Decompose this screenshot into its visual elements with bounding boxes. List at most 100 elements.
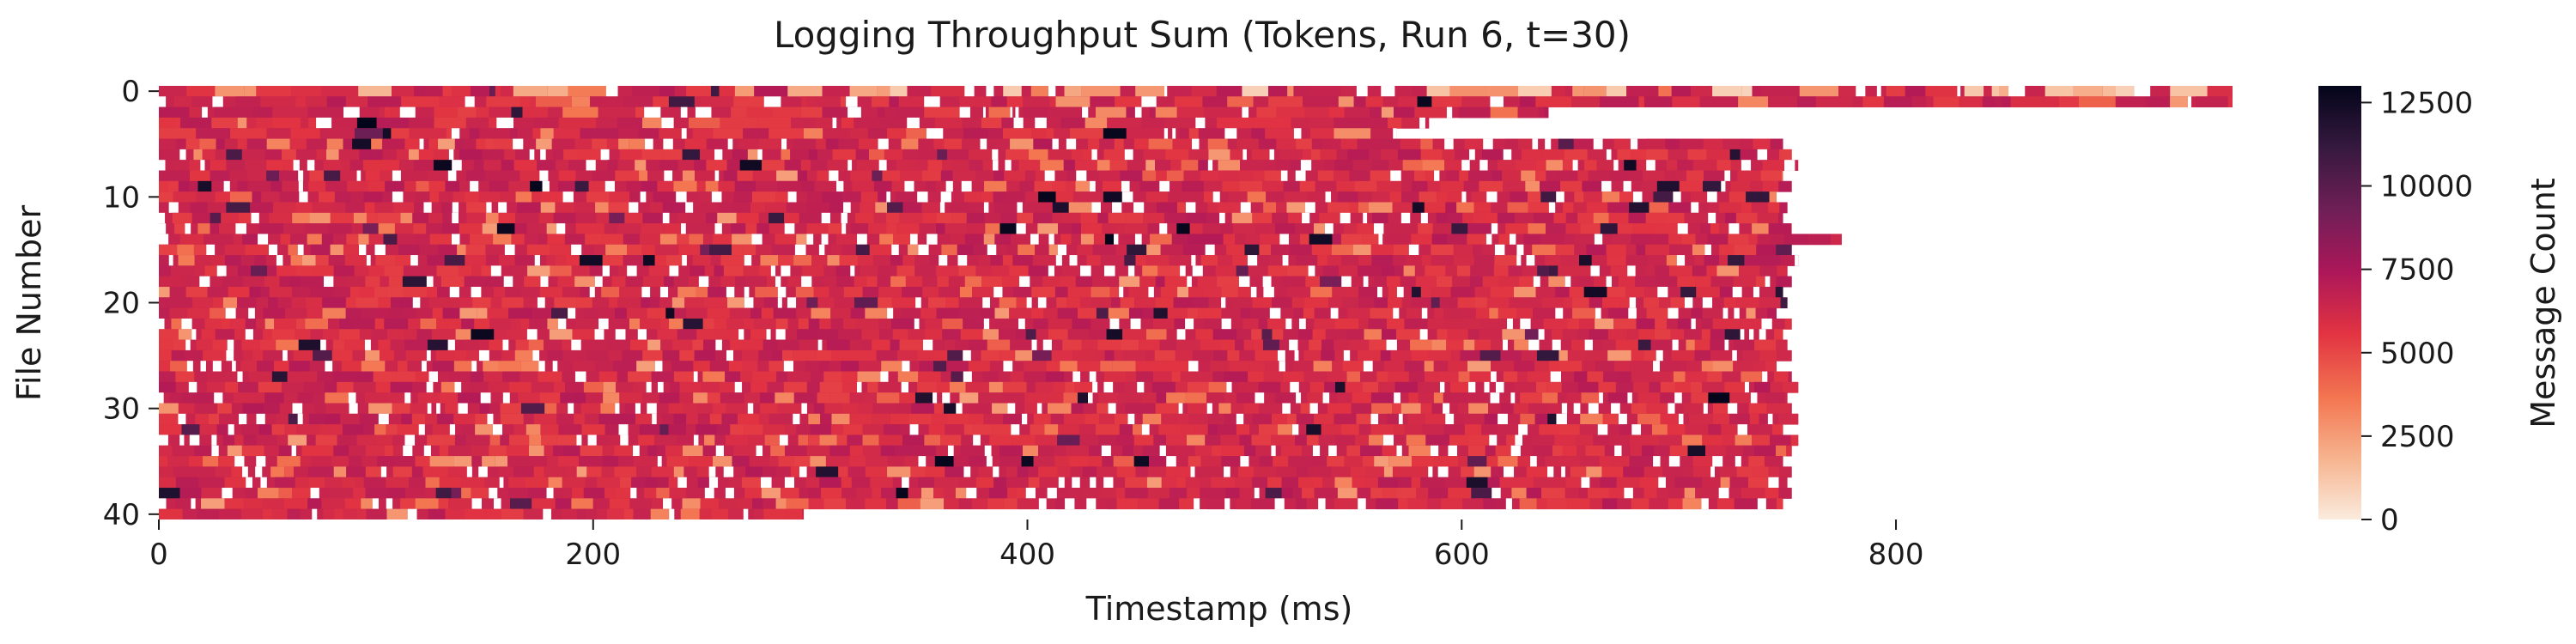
heatmap-cell	[1649, 202, 1669, 214]
heatmap-cell	[415, 456, 430, 467]
heatmap-cell	[1165, 149, 1189, 161]
heatmap-cell	[328, 318, 340, 330]
heatmap-cell	[345, 202, 365, 214]
heatmap-cell	[500, 434, 509, 447]
heatmap-cell	[199, 276, 210, 288]
heatmap-cell	[832, 117, 837, 129]
heatmap-cell	[625, 276, 644, 288]
heatmap-cell	[522, 106, 549, 118]
heatmap-cell	[1431, 244, 1454, 256]
heatmap-cell	[1075, 180, 1091, 192]
heatmap-cell	[200, 160, 205, 171]
heatmap-cell	[1169, 255, 1192, 266]
heatmap-cell	[717, 212, 737, 224]
heatmap-cell	[288, 434, 307, 447]
heatmap-cell	[159, 498, 167, 510]
heatmap-cell	[1691, 202, 1699, 214]
heatmap-cell	[465, 202, 487, 214]
heatmap-cell	[361, 361, 386, 372]
heatmap-cell	[1534, 413, 1548, 425]
heatmap-cell	[551, 138, 575, 150]
heatmap-cell	[437, 287, 450, 298]
heatmap-cell	[642, 392, 659, 404]
heatmap-cell	[1733, 339, 1755, 351]
heatmap-cell	[411, 381, 427, 393]
heatmap-cell	[860, 202, 876, 214]
heatmap-cell	[474, 318, 490, 330]
heatmap-cell	[707, 392, 720, 404]
heatmap-cell	[1066, 170, 1077, 182]
heatmap-cell	[633, 445, 640, 457]
heatmap-cell	[896, 349, 918, 361]
heatmap-cell	[303, 381, 325, 393]
heatmap-cell	[1728, 191, 1747, 203]
heatmap-cell	[748, 434, 765, 447]
heatmap-cell	[986, 456, 993, 467]
heatmap-cell	[426, 287, 438, 298]
heatmap-cell	[1108, 276, 1120, 288]
heatmap-cell	[982, 329, 999, 341]
heatmap-cell	[614, 466, 637, 478]
heatmap-cell	[407, 361, 422, 372]
heatmap-cell	[1266, 191, 1285, 203]
heatmap-cell	[1271, 434, 1295, 447]
heatmap-cell	[544, 403, 557, 415]
heatmap-cell	[1654, 445, 1670, 457]
heatmap-cell	[989, 434, 1012, 447]
heatmap-cell	[619, 287, 642, 298]
heatmap-cell	[372, 498, 379, 510]
heatmap-cell	[605, 488, 616, 499]
heatmap-cell	[741, 349, 759, 361]
heatmap-cell	[533, 466, 544, 478]
heatmap-cell	[1290, 160, 1301, 171]
heatmap-cell	[1464, 424, 1482, 435]
heatmap-cell	[944, 339, 955, 351]
heatmap-cell	[245, 329, 253, 341]
heatmap-cell	[609, 498, 630, 510]
heatmap-cell	[1750, 392, 1758, 404]
heatmap-cell	[607, 160, 618, 171]
heatmap-cell	[540, 128, 554, 139]
heatmap-cell	[775, 466, 791, 478]
heatmap-cell	[1127, 160, 1146, 171]
heatmap-cell	[1617, 149, 1631, 161]
heatmap-cell	[355, 297, 379, 309]
heatmap-cell	[810, 424, 832, 435]
heatmap-cell	[708, 466, 716, 478]
heatmap-cell	[981, 349, 1000, 361]
heatmap-cell	[1564, 234, 1574, 246]
heatmap-cell	[795, 287, 814, 298]
heatmap-cell	[1306, 424, 1321, 435]
heatmap-cell	[793, 392, 817, 404]
heatmap-cell	[1104, 234, 1115, 246]
heatmap-cell	[647, 403, 657, 415]
heatmap-cell	[839, 255, 858, 266]
heatmap-cell	[982, 160, 993, 171]
heatmap-cell	[532, 191, 541, 203]
heatmap-cell	[210, 212, 222, 224]
heatmap-cell	[841, 477, 852, 489]
heatmap-cell	[1708, 392, 1730, 404]
heatmap-cell	[1360, 445, 1382, 457]
heatmap-cell	[1668, 498, 1683, 510]
heatmap-cell	[877, 86, 890, 97]
heatmap-cell	[1617, 223, 1633, 234]
heatmap-cell	[600, 149, 610, 161]
heatmap-cell	[1446, 339, 1464, 351]
heatmap-cell	[1224, 371, 1249, 383]
heatmap-cell	[1371, 403, 1392, 415]
heatmap-cell	[797, 329, 819, 341]
heatmap-cell	[1589, 297, 1602, 309]
heatmap-cell	[1443, 403, 1450, 415]
heatmap-cell	[1628, 307, 1637, 319]
heatmap-cell	[1746, 307, 1756, 319]
heatmap-cell	[925, 466, 945, 478]
heatmap-cell	[1265, 128, 1294, 139]
heatmap-cell	[853, 349, 877, 361]
heatmap-cell	[1443, 307, 1466, 319]
heatmap-cell	[1722, 434, 1735, 447]
heatmap-cell	[964, 234, 984, 246]
heatmap-cell	[1466, 477, 1488, 489]
heatmap-cell	[344, 255, 367, 266]
heatmap-cell	[442, 86, 452, 97]
